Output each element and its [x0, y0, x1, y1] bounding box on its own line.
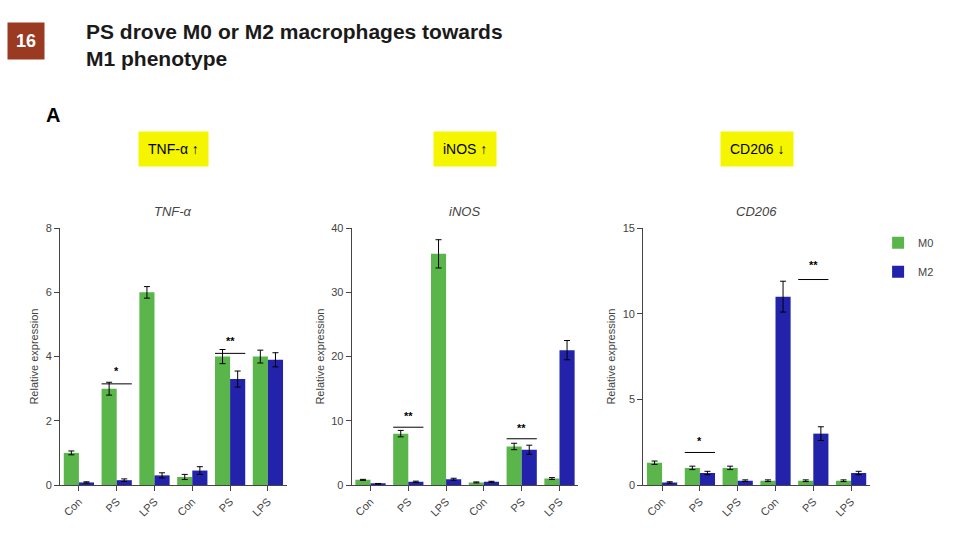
svg-text:4: 4	[46, 350, 52, 362]
svg-text:5: 5	[629, 393, 635, 405]
svg-text:**: **	[809, 259, 818, 271]
svg-text:TNF-α ↑: TNF-α ↑	[148, 141, 199, 157]
svg-text:40: 40	[331, 222, 343, 234]
svg-text:16: 16	[16, 31, 36, 51]
svg-text:**: **	[517, 422, 526, 434]
svg-text:0: 0	[46, 479, 52, 491]
svg-text:Relative expression: Relative expression	[28, 309, 40, 405]
svg-text:PS: PS	[217, 496, 236, 515]
svg-text:15: 15	[623, 222, 635, 234]
svg-text:Con: Con	[645, 496, 668, 519]
svg-text:30: 30	[331, 286, 343, 298]
svg-text:PS: PS	[686, 496, 705, 515]
svg-text:10: 10	[623, 308, 635, 320]
svg-text:Con: Con	[466, 496, 489, 519]
svg-text:0: 0	[337, 479, 343, 491]
svg-text:2: 2	[46, 415, 52, 427]
svg-text:A: A	[46, 104, 60, 126]
svg-text:Con: Con	[175, 496, 198, 519]
svg-text:10: 10	[331, 415, 343, 427]
svg-text:8: 8	[46, 222, 52, 234]
svg-text:Con: Con	[758, 496, 781, 519]
svg-text:CD206: CD206	[736, 204, 777, 219]
svg-text:TNF-α: TNF-α	[154, 204, 192, 219]
svg-text:CD206 ↓: CD206 ↓	[730, 141, 784, 157]
svg-text:LPS: LPS	[250, 496, 273, 519]
svg-text:*: *	[114, 365, 119, 377]
svg-text:LPS: LPS	[542, 496, 565, 519]
svg-text:LPS: LPS	[428, 496, 451, 519]
svg-text:20: 20	[331, 350, 343, 362]
svg-text:**: **	[226, 335, 235, 347]
svg-text:PS: PS	[395, 496, 414, 515]
svg-text:PS: PS	[103, 496, 122, 515]
svg-text:PS: PS	[508, 496, 527, 515]
svg-text:M2: M2	[918, 266, 933, 278]
svg-text:PS drove M0 or M2 macrophages: PS drove M0 or M2 macrophages towardsM1 …	[86, 20, 503, 70]
svg-text:iNOS: iNOS	[449, 204, 480, 219]
svg-text:PS: PS	[800, 496, 819, 515]
svg-text:M0: M0	[918, 237, 933, 249]
svg-text:*: *	[697, 435, 702, 447]
svg-text:0: 0	[629, 479, 635, 491]
svg-text:Con: Con	[353, 496, 376, 519]
svg-text:iNOS ↑: iNOS ↑	[443, 141, 487, 157]
svg-text:Relative expression: Relative expression	[605, 309, 617, 405]
svg-text:LPS: LPS	[137, 496, 160, 519]
svg-text:6: 6	[46, 286, 52, 298]
svg-text:Con: Con	[61, 496, 84, 519]
svg-text:LPS: LPS	[833, 496, 856, 519]
svg-text:LPS: LPS	[720, 496, 743, 519]
svg-text:**: **	[404, 410, 413, 422]
svg-text:Relative expression: Relative expression	[314, 309, 326, 405]
